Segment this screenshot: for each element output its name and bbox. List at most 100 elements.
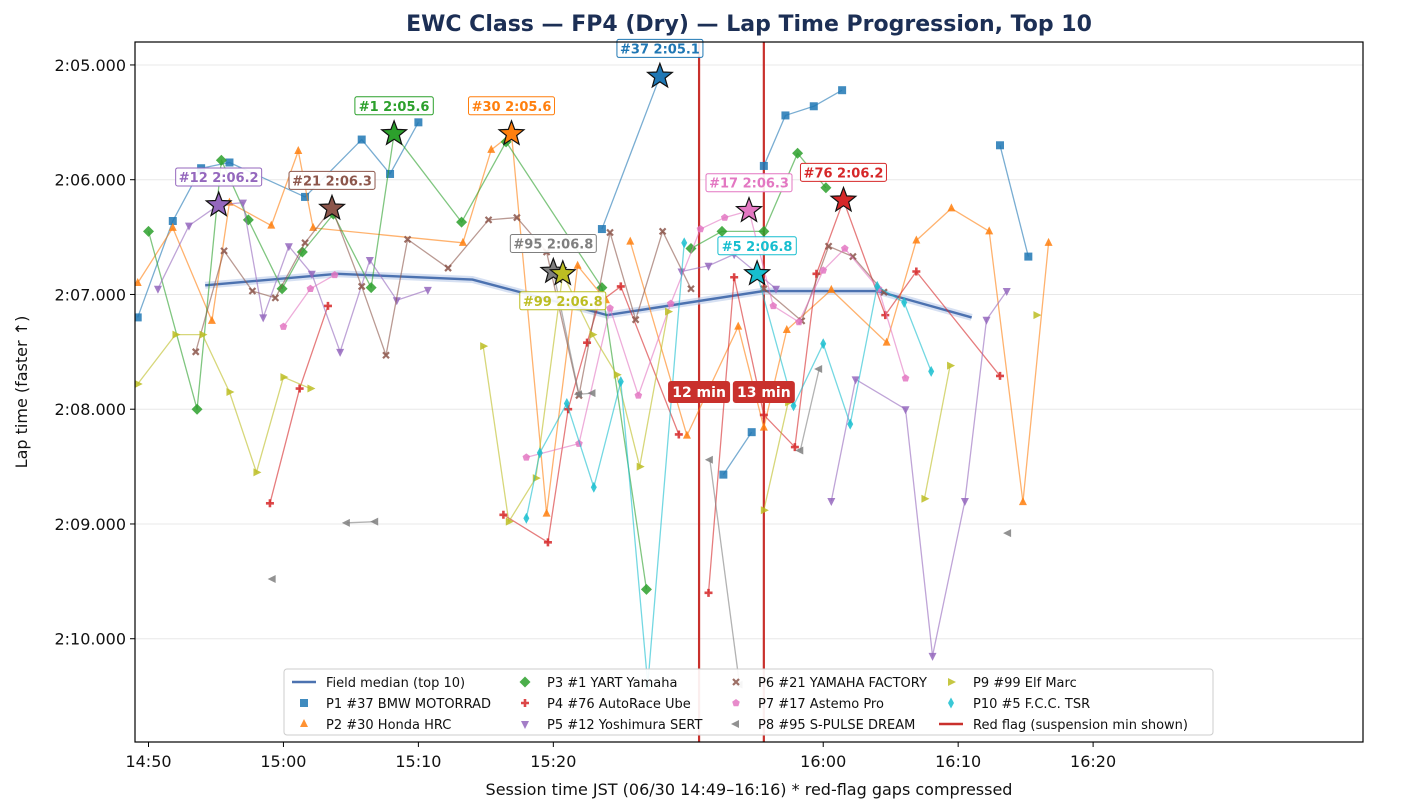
lap-point (665, 307, 674, 316)
best-lap-label-box (616, 38, 704, 58)
lap-point (296, 246, 308, 258)
y-tick-label: 2:09.000 (54, 515, 126, 534)
lap-point (168, 222, 177, 231)
legend-box (283, 668, 1214, 736)
lap-point (982, 316, 991, 325)
lap-point (414, 118, 423, 127)
lap-point (719, 470, 728, 479)
lap-point (771, 285, 780, 294)
series-line (137, 122, 419, 318)
lap-point (225, 158, 234, 167)
lap-point (456, 216, 468, 228)
y-axis-label: Lap time (faster ↑) (12, 316, 31, 469)
best-lap-label-box (354, 96, 434, 116)
y-tick-label: 2:05.000 (54, 56, 126, 75)
legend-entry: P10 #5 F.C.C. TSR (973, 697, 1090, 712)
best-lap-label: #12 2:06.2 (179, 171, 259, 186)
y-tick-label: 2:08.000 (54, 400, 126, 419)
lap-point (820, 182, 832, 194)
series-p7-17-astemo-pro (279, 206, 910, 461)
legend-entry: P4 #76 AutoRace Ube (547, 697, 691, 712)
x-tick-label: 15:20 (530, 752, 576, 771)
series-line (601, 76, 661, 230)
lap-point (912, 235, 921, 244)
lap-point (747, 428, 756, 437)
series-p3-1-yart-yamaha (142, 128, 832, 595)
x-tick-label: 16:10 (935, 752, 981, 771)
lap-point (606, 304, 614, 312)
lap-point (827, 284, 836, 293)
best-lap-label: #21 2:06.3 (292, 174, 372, 189)
lap-point (901, 406, 910, 415)
series-p8-95-s-pulse-dream (267, 267, 1012, 689)
lap-point (948, 678, 956, 686)
series-p1-37-bmw-motorrad (995, 141, 1033, 261)
lap-point (849, 252, 857, 261)
annotation-layer: #37 2:05.1 #1 2:05.6 #30 2:05.6 #12 2:06.2 #… (175, 38, 887, 311)
lap-point (499, 510, 508, 519)
lap-point (365, 257, 374, 266)
lap-point (279, 322, 288, 330)
series-line (195, 207, 692, 397)
best-lap-label: #37 2:05.1 (620, 42, 700, 57)
lap-point (716, 225, 728, 237)
lap-point (792, 147, 804, 159)
best-lap-label: #99 2:06.8 (523, 295, 603, 310)
lap-point (814, 365, 823, 374)
lap-point (640, 583, 652, 595)
lap-point (480, 342, 489, 351)
legend-entry: P1 #37 BMW MOTORRAD (326, 697, 491, 712)
y-tick-label: 2:10.000 (54, 630, 126, 649)
lap-point (597, 225, 606, 234)
lap-point (220, 247, 228, 255)
series-line (763, 402, 789, 511)
lap-point (928, 365, 935, 377)
lap-point (1033, 311, 1042, 320)
best-lap-star (645, 61, 674, 89)
lap-point (522, 453, 531, 461)
lap-point (392, 297, 401, 306)
lap-point (323, 301, 332, 310)
lap-point (573, 260, 582, 269)
lap-point (523, 512, 530, 524)
lap-point (259, 314, 268, 323)
plot-frame (134, 41, 1364, 743)
lap-point (168, 217, 177, 226)
lap-point (542, 508, 551, 517)
lap-point (795, 446, 804, 455)
lap-point (226, 388, 235, 396)
lap-point (874, 280, 881, 292)
lap-point (731, 720, 739, 728)
grid-layer (135, 64, 1363, 640)
x-axis-label: Session time JST (06/30 14:49–16:16) * r… (486, 780, 1013, 799)
legend-entry: P8 #95 S-PULSE DREAM (758, 718, 915, 733)
lap-point (142, 225, 154, 237)
lap-point (759, 161, 768, 170)
lap-point (820, 338, 827, 350)
lap-point (191, 403, 203, 415)
lap-point (841, 244, 849, 252)
best-lap-star (318, 193, 347, 221)
lap-point (687, 284, 695, 293)
lap-point (759, 410, 768, 419)
lap-point (882, 337, 891, 346)
lap-point (357, 135, 366, 144)
series-line (282, 274, 336, 327)
lap-point (819, 266, 828, 274)
lap-point (487, 144, 496, 153)
red-flag-label: 13 min (737, 385, 791, 401)
lap-point (948, 697, 954, 709)
best-lap-star (734, 195, 764, 223)
lap-point (536, 447, 543, 459)
lap-point (759, 422, 768, 431)
lap-point (995, 371, 1004, 380)
lap-point (284, 243, 293, 252)
series-line (763, 245, 885, 322)
legend: Field median (top 10) P1 #37 BMW MOTORRAD… (283, 668, 1214, 736)
lap-point (215, 154, 227, 166)
lap-point (543, 538, 552, 547)
lap-point (1003, 529, 1012, 538)
best-lap-label: #30 2:05.6 (472, 100, 552, 115)
lap-point (947, 203, 956, 212)
